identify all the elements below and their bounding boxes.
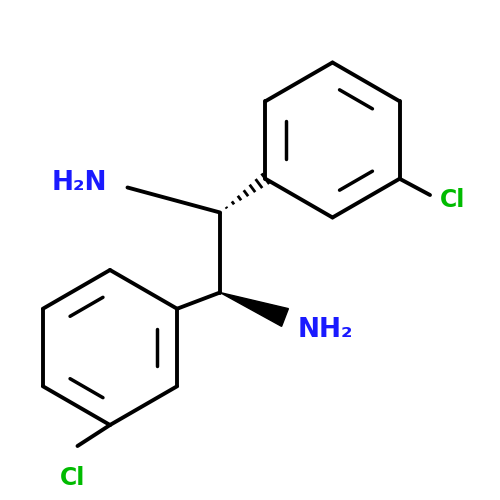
Text: H₂N: H₂N bbox=[52, 170, 108, 196]
Text: NH₂: NH₂ bbox=[298, 317, 353, 343]
Polygon shape bbox=[220, 292, 288, 326]
Text: Cl: Cl bbox=[440, 188, 466, 212]
Text: Cl: Cl bbox=[60, 466, 85, 490]
